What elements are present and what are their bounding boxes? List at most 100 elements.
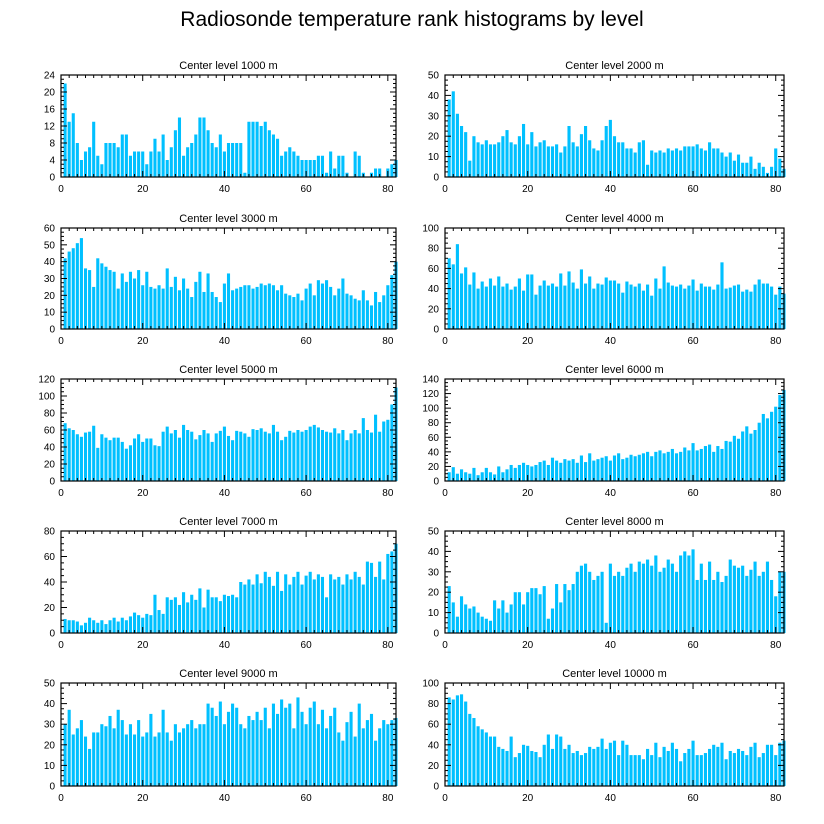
histogram-bar <box>267 576 271 633</box>
y-tick-label: 0 <box>433 477 439 488</box>
histogram-bar <box>571 459 575 481</box>
histogram-bar <box>296 430 300 481</box>
x-tick-label: 20 <box>522 336 534 347</box>
histogram-bar <box>120 720 124 786</box>
histogram-bar <box>108 620 112 633</box>
x-tick-label: 0 <box>58 184 64 195</box>
y-tick-label: 20 <box>428 462 440 473</box>
histogram-bar <box>708 748 712 786</box>
y-tick-label: 30 <box>428 111 440 122</box>
histogram-bar <box>128 271 132 329</box>
histogram-bar <box>169 433 173 481</box>
histogram-bar <box>300 711 304 786</box>
histogram-bar <box>378 302 382 329</box>
histogram-bar <box>464 604 468 633</box>
histogram-panel: Center level 1000 m 0 20 40 60 80 0 4 8 12 16 20 24 <box>44 60 398 195</box>
histogram-panel: Center level 3000 m 0 20 40 60 80 0 10 20 30 40 50 6… <box>44 213 398 347</box>
x-tick-label: 40 <box>605 640 617 651</box>
histogram-bar <box>658 571 662 633</box>
histogram-bar <box>210 143 214 177</box>
histogram-bar <box>202 291 206 329</box>
x-tick-label: 40 <box>605 793 617 804</box>
histogram-bar <box>464 701 468 786</box>
histogram-bar <box>480 729 484 786</box>
histogram-bar <box>390 404 394 481</box>
histogram-bar <box>736 567 741 633</box>
x-tick-label: 80 <box>382 793 394 804</box>
histogram-bar <box>218 601 222 634</box>
y-tick-label: 80 <box>428 699 440 710</box>
histogram-bar <box>325 597 329 633</box>
histogram-bar <box>83 432 88 481</box>
x-tick-label: 80 <box>382 336 394 347</box>
histogram-bar <box>464 472 468 481</box>
histogram-bar <box>284 707 288 786</box>
histogram-bar <box>284 293 288 329</box>
histogram-bar <box>753 430 757 481</box>
y-tick-label: 20 <box>44 88 56 99</box>
histogram-bar <box>198 588 202 634</box>
histogram-bar <box>666 148 670 177</box>
histogram-bar <box>691 443 695 481</box>
histogram-bar <box>637 454 641 481</box>
x-tick-label: 0 <box>442 336 448 347</box>
histogram-bar <box>617 453 621 481</box>
histogram-bar <box>255 286 259 329</box>
histogram-bar <box>247 436 251 481</box>
histogram-bar <box>149 151 153 177</box>
histogram-bar <box>104 726 108 786</box>
histogram-bar <box>259 583 263 633</box>
histogram-bar <box>509 464 513 481</box>
y-tick-label: 40 <box>428 284 440 295</box>
histogram-bar <box>472 136 476 177</box>
histogram-bar <box>153 445 157 481</box>
histogram-bar <box>316 427 320 481</box>
y-tick-label: 0 <box>49 477 55 488</box>
x-tick-label: 80 <box>382 488 394 499</box>
histogram-bar <box>173 130 177 177</box>
histogram-bar <box>92 121 96 177</box>
histogram-bar <box>382 421 386 481</box>
histogram-bar <box>222 594 226 633</box>
histogram-bar <box>687 450 691 481</box>
histogram-bar <box>538 142 542 177</box>
y-tick-label: 0 <box>49 782 55 793</box>
histogram-bar <box>304 288 308 329</box>
y-tick-label: 50 <box>44 240 56 251</box>
histogram-bar <box>666 451 670 481</box>
histogram-bar <box>169 286 173 329</box>
histogram-bar <box>116 709 120 786</box>
histogram-bar <box>608 460 612 481</box>
histogram-bar <box>732 753 736 786</box>
histogram-bar <box>63 423 67 481</box>
histogram-bar <box>312 295 316 329</box>
histogram-bar <box>96 732 100 786</box>
histogram-bar <box>112 271 116 329</box>
histogram-bar <box>177 437 182 481</box>
histogram-bar <box>161 613 165 634</box>
histogram-bar <box>650 565 654 633</box>
histogram-bar <box>600 284 604 329</box>
histogram-bar <box>736 438 741 481</box>
x-tick-label: 80 <box>770 793 782 804</box>
histogram-bar <box>329 151 333 177</box>
histogram-bar <box>353 736 357 786</box>
histogram-bar <box>550 457 555 481</box>
histogram-bar <box>88 748 92 786</box>
histogram-bar <box>633 456 637 481</box>
histogram-bar <box>374 414 378 481</box>
histogram-bar <box>596 150 600 177</box>
histogram-bar <box>83 268 88 329</box>
histogram-bar <box>182 424 186 481</box>
histogram-bar <box>141 151 145 177</box>
histogram-bar <box>194 728 198 786</box>
histogram-bar <box>263 285 267 329</box>
histogram-bar <box>674 286 679 329</box>
histogram-bar <box>703 446 708 481</box>
histogram-bar <box>612 280 617 329</box>
histogram-bar <box>182 728 186 786</box>
histogram-bar <box>157 151 161 177</box>
histogram-bar <box>728 441 732 481</box>
histogram-panel: Center level 10000 m 0 20 40 60 80 0 20 40 60 80 10… <box>422 668 786 804</box>
x-tick-label: 0 <box>58 488 64 499</box>
